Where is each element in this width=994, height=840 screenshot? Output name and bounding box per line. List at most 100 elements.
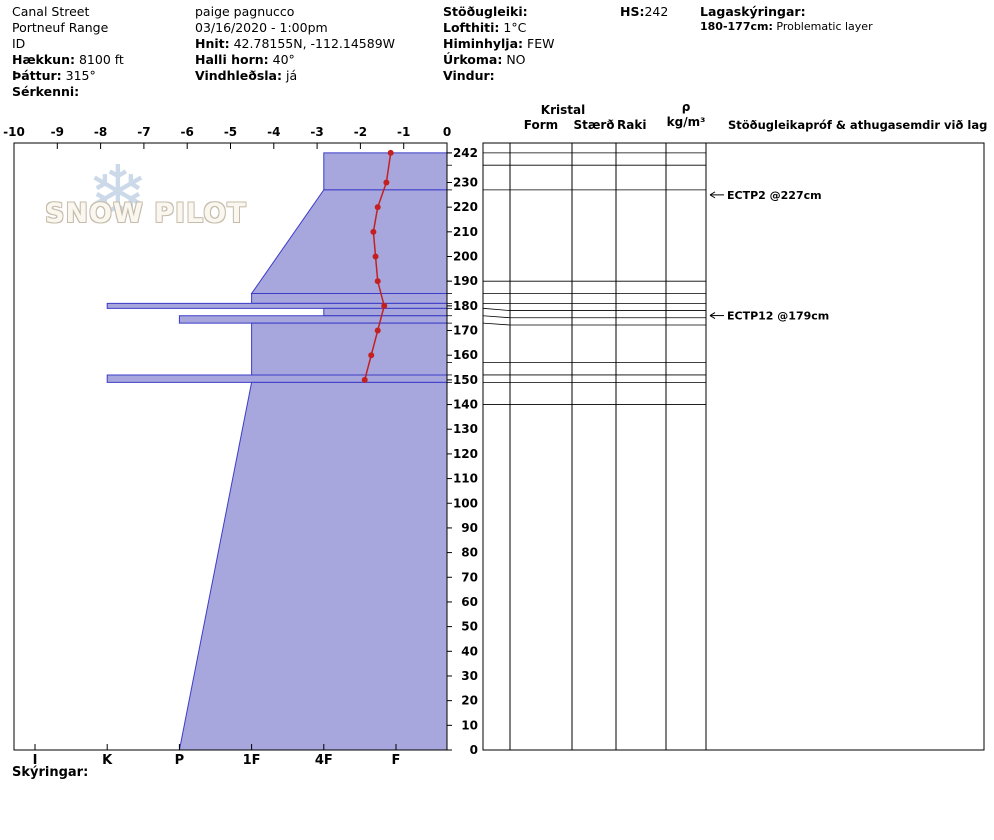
depth-label: 160 [453,348,478,362]
crystal-grid-border [482,142,985,751]
depth-label: 90 [461,521,478,535]
depth-label: 150 [453,373,478,387]
coords-label: Hnit: [195,36,230,51]
site-name: Canal Street [12,4,90,19]
depth-label: 60 [461,595,478,609]
kristal-header: Kristal [540,103,586,117]
slope-value: 40° [272,52,295,67]
temp-axis-label: -5 [224,125,237,139]
depth-label: 220 [453,200,478,214]
depth-label: 140 [453,398,478,412]
airtemp-label: Lofthiti: [443,20,500,35]
temp-axis-label: 0 [443,125,451,139]
stability-test-annotation: ECTP2 @227cm [709,189,822,202]
slope-label: Halli horn: [195,52,269,67]
depth-label: 70 [461,570,478,584]
header-observer-block: paige pagnucco 03/16/2020 - 1:00pm Hnit:… [195,4,395,84]
temp-axis-label: -8 [94,125,107,139]
depth-label: 20 [461,694,478,708]
elevation-row: Hækkun: 8100 ft [12,52,124,68]
coords-row: Hnit: 42.78155N, -112.14589W [195,36,395,52]
hs-value: 242 [644,4,669,19]
stability-label: Stöðugleiki: [443,4,528,19]
header-weather-block: Stöðugleiki: Lofthiti: 1°C Himinhylja: F… [443,4,554,84]
depth-label: 170 [453,324,478,338]
raki-column-header: Raki [617,118,647,132]
precip-row: Úrkoma: NO [443,52,554,68]
temp-axis-label: -4 [267,125,280,139]
hardness-label: F [392,753,401,768]
depth-label: 80 [461,546,478,560]
layer-notes-block: Lagaskýringar: 180-177cm: Problematic la… [700,4,873,36]
depth-label: 242 [453,146,478,160]
snow-layer [250,189,448,295]
temp-axis-label: -6 [181,125,194,139]
layer-fan-line [482,307,511,311]
state-name: ID [12,36,26,51]
sky-row: Himinhylja: FEW [443,36,554,52]
temperature-line [364,152,392,381]
temperature-point [374,278,381,285]
hardness-label: P [175,753,185,768]
windload-label: Vindhleðsla: [195,68,282,83]
depth-label: 30 [461,669,478,683]
features-label: Sérkenni: [12,84,80,99]
temp-axis-label: -10 [3,125,25,139]
stability-row: Stöðugleiki: [443,4,554,20]
snow-layer [106,374,448,383]
snow-layer [106,302,448,309]
temp-axis-label: -7 [137,125,150,139]
layer-note-depth: 180-177cm: [700,20,773,33]
wind-row: Vindur: [443,68,554,84]
hardness-axis: I K P 1F 4F F [33,744,401,768]
temp-axis-label: -9 [51,125,64,139]
windload-value: já [285,68,298,83]
elevation-label: Hækkun: [12,52,75,67]
layer-fan-line [482,322,511,326]
temperature-point [368,352,375,359]
temperature-point [387,149,394,156]
hardness-label: K [102,753,113,768]
depth-label: 200 [453,250,478,264]
temperature-axis: -10 -9 -8 -7 -6 -5 -4 -3 -2 -1 0 [3,125,451,149]
temperature-point [361,376,368,383]
stability-test-annotation: ECTP12 @179cm [709,310,829,323]
snow-layer [178,315,448,324]
layer-notes-header: Lagaskýringar: [700,4,806,19]
hs-row: HS:242 [620,4,668,20]
observation-datetime: 03/16/2020 - 1:00pm [195,20,328,35]
depth-label: 50 [461,620,478,634]
windload-row: Vindhleðsla: já [195,68,395,84]
temp-axis-label: -3 [310,125,323,139]
temperature-point [374,204,381,211]
snowpilot-watermark: ❄ SNOW PILOT [45,156,265,252]
depth-label: 100 [453,496,478,510]
temperature-point [374,327,381,334]
hardness-label: 1F [243,753,261,768]
snow-layer [178,381,448,751]
temperature-point [381,302,388,309]
depth-axis: 2422302202102001901801701601501401301201… [447,146,478,757]
snow-layer [323,307,448,317]
aspect-value: 315° [65,68,96,83]
watermark-text: SNOW PILOT [45,198,247,229]
form-column-header: Form [523,118,559,132]
temperature-point [372,253,379,260]
layer-note: 180-177cm: Problematic layer [700,20,873,36]
coords-value: 42.78155N, -112.14589W [233,36,396,51]
airtemp-value: 1°C [503,20,527,35]
depth-label: 40 [461,644,478,658]
sky-value: FEW [527,36,555,51]
temperature-point [370,228,377,235]
precip-value: NO [506,52,526,67]
depth-label: 10 [461,718,478,732]
depth-label: 210 [453,225,478,239]
staerd-column-header: Stærð [573,118,615,132]
depth-label: 230 [453,175,478,189]
elevation-value: 8100 ft [78,52,124,67]
test-arrow-head [709,191,716,196]
depth-label: 120 [453,447,478,461]
hardness-label: 4F [315,753,333,768]
test-arrow-head [709,315,716,320]
